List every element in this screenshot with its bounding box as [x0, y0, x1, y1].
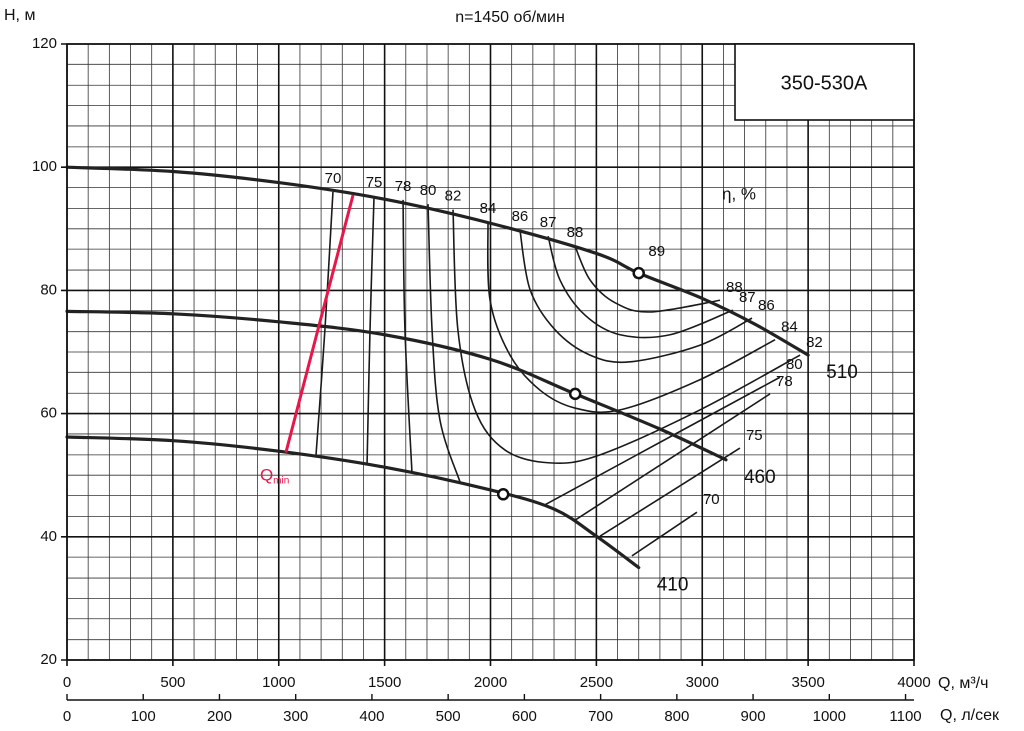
- x2-tick-label: 600: [512, 708, 537, 725]
- x2-tick-label: 400: [359, 708, 384, 725]
- efficiency-line: [519, 229, 753, 364]
- x2-tick-label: 100: [131, 708, 156, 725]
- efficiency-label: 88: [567, 224, 584, 241]
- efficiency-label: 80: [420, 182, 437, 199]
- x-tick-label: 2000: [474, 674, 507, 691]
- y-tick-label: 100: [32, 158, 57, 175]
- qmin-line: [284, 194, 355, 453]
- y-tick-label: 20: [40, 651, 57, 668]
- efficiency-line: [366, 196, 741, 537]
- x2-tick-label: 0: [63, 708, 71, 725]
- y-tick-label: 40: [40, 528, 57, 545]
- x-axis-label: Q, м³/ч: [938, 675, 988, 692]
- qmin-symbol: Q: [260, 466, 273, 485]
- bep-marker: [632, 266, 645, 280]
- efficiency-label: 82: [445, 188, 462, 205]
- curve-label: 510: [826, 362, 858, 383]
- plot-frame: [66, 43, 915, 661]
- head-curve: [65, 309, 728, 462]
- efficiency-label: 70: [703, 491, 720, 508]
- x2-tick-label: 1000: [813, 708, 846, 725]
- efficiency-label: 82: [806, 334, 823, 351]
- efficiency-label: 78: [395, 178, 412, 195]
- efficiency-label: 86: [512, 208, 529, 225]
- efficiency-line: [547, 235, 734, 339]
- x2-tick-label: 200: [207, 708, 232, 725]
- efficiency-line: [427, 204, 781, 506]
- efficiency-label: 78: [776, 373, 793, 390]
- x2-tick-label: 1100: [889, 708, 921, 725]
- curve-label: 460: [744, 467, 776, 488]
- efficiency-label: 86: [758, 297, 775, 314]
- efficiency-label: 70: [325, 170, 342, 187]
- model-label: 350-530A: [781, 72, 868, 94]
- bep-efficiency-label: 89: [648, 243, 665, 260]
- efficiency-label: 87: [739, 289, 756, 306]
- efficiency-line: [486, 222, 776, 414]
- efficiency-label: 84: [480, 200, 497, 217]
- grid: [61, 43, 915, 666]
- y-axis-label: H, м: [4, 7, 35, 24]
- x-tick-label: 0: [63, 674, 71, 691]
- efficiency-label: 84: [781, 319, 798, 336]
- x2-tick-label: 900: [741, 708, 766, 725]
- bep-marker: [568, 387, 582, 401]
- qmin-label: Qmin: [260, 466, 289, 486]
- x2-tick-label: 500: [436, 708, 461, 725]
- head-curve: [65, 165, 810, 357]
- model-box: [734, 43, 915, 121]
- x-tick-label: 1000: [262, 674, 295, 691]
- efficiency-line: [402, 199, 771, 521]
- efficiency-line: [452, 209, 801, 465]
- y-tick-label: 120: [32, 35, 57, 52]
- efficiency-label: 88: [726, 279, 743, 296]
- x-tick-label: 2500: [580, 674, 613, 691]
- efficiency-label: 87: [540, 214, 557, 231]
- efficiency-line: [315, 191, 698, 557]
- x2-tick-label: 800: [664, 708, 689, 725]
- x-tick-label: 500: [160, 674, 185, 691]
- y-tick-label: 80: [40, 281, 57, 298]
- head-curve: [65, 435, 641, 570]
- efficiency-line: [574, 245, 721, 313]
- x-tick-label: 3000: [686, 674, 719, 691]
- x2-tick-label: 300: [283, 708, 308, 725]
- bep-marker: [496, 488, 510, 501]
- efficiency-label: η, %: [722, 184, 756, 203]
- x2-axis-label: Q, л/сек: [940, 707, 1000, 724]
- efficiency-label: 75: [746, 427, 763, 444]
- qmin-subscript: min: [273, 475, 289, 486]
- x-tick-label: 4000: [897, 674, 930, 691]
- chart-title: n=1450 об/мин: [455, 9, 565, 26]
- efficiency-label: 75: [366, 174, 383, 191]
- x-tick-label: 1500: [368, 674, 401, 691]
- x2-tick-label: 700: [588, 708, 613, 725]
- curve-label: 410: [657, 575, 689, 596]
- x-tick-label: 3500: [791, 674, 824, 691]
- y-tick-label: 60: [40, 405, 57, 422]
